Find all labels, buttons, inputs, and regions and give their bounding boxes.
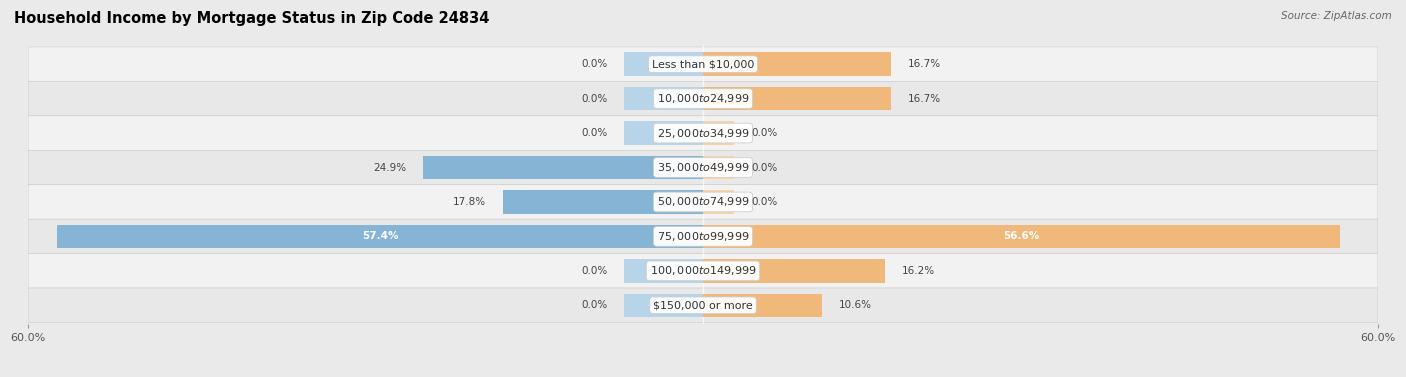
Bar [703, 121, 734, 145]
Text: Household Income by Mortgage Status in Zip Code 24834: Household Income by Mortgage Status in Z… [14, 11, 489, 26]
Bar [703, 87, 891, 110]
Text: 0.0%: 0.0% [581, 300, 607, 310]
Text: 10.6%: 10.6% [839, 300, 872, 310]
Text: 0.0%: 0.0% [751, 197, 778, 207]
FancyBboxPatch shape [28, 288, 1378, 322]
Bar [624, 87, 703, 110]
Bar [624, 294, 703, 317]
Text: Source: ZipAtlas.com: Source: ZipAtlas.com [1281, 11, 1392, 21]
Text: 0.0%: 0.0% [581, 93, 607, 104]
Bar [58, 225, 703, 248]
Text: $10,000 to $24,999: $10,000 to $24,999 [657, 92, 749, 105]
FancyBboxPatch shape [28, 116, 1378, 150]
Text: $75,000 to $99,999: $75,000 to $99,999 [657, 230, 749, 243]
Text: $35,000 to $49,999: $35,000 to $49,999 [657, 161, 749, 174]
Bar [423, 156, 703, 179]
Text: 0.0%: 0.0% [751, 162, 778, 173]
FancyBboxPatch shape [28, 81, 1378, 116]
Bar [503, 190, 703, 214]
Text: 0.0%: 0.0% [581, 59, 607, 69]
Bar [624, 121, 703, 145]
FancyBboxPatch shape [28, 185, 1378, 219]
Text: 0.0%: 0.0% [581, 128, 607, 138]
Text: $50,000 to $74,999: $50,000 to $74,999 [657, 195, 749, 208]
Text: 16.7%: 16.7% [908, 59, 941, 69]
Bar [703, 156, 734, 179]
FancyBboxPatch shape [28, 254, 1378, 288]
FancyBboxPatch shape [28, 219, 1378, 254]
Bar [703, 225, 1340, 248]
Text: Less than $10,000: Less than $10,000 [652, 59, 754, 69]
Bar [703, 294, 823, 317]
FancyBboxPatch shape [28, 47, 1378, 81]
Text: 0.0%: 0.0% [581, 266, 607, 276]
Text: 24.9%: 24.9% [373, 162, 406, 173]
Bar [703, 190, 734, 214]
Bar [624, 259, 703, 282]
Text: 16.2%: 16.2% [903, 266, 935, 276]
Text: 56.6%: 56.6% [1004, 231, 1039, 241]
Text: 0.0%: 0.0% [751, 128, 778, 138]
Bar [703, 52, 891, 76]
Text: $25,000 to $34,999: $25,000 to $34,999 [657, 127, 749, 139]
Text: 16.7%: 16.7% [908, 93, 941, 104]
Text: $150,000 or more: $150,000 or more [654, 300, 752, 310]
Text: 57.4%: 57.4% [361, 231, 398, 241]
Bar [703, 259, 886, 282]
Bar [624, 52, 703, 76]
Text: $100,000 to $149,999: $100,000 to $149,999 [650, 264, 756, 277]
Text: 17.8%: 17.8% [453, 197, 486, 207]
FancyBboxPatch shape [28, 150, 1378, 185]
